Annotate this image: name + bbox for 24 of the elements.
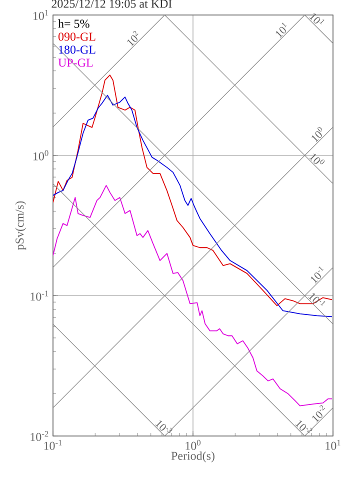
x-tick-label: 10$^{0}$ — [186, 440, 201, 450]
annotation: 10$^{1}$ — [309, 13, 324, 24]
annotation: 10$^{-3}$ — [155, 420, 172, 433]
y-tick-label: 10$^{-2}$ — [30, 430, 48, 442]
text: UP-GL — [58, 58, 93, 67]
text: 090-GL — [58, 32, 96, 41]
x-tick-label: 10$^{-1}$ — [44, 440, 62, 450]
annotation: 10$^{1}$ — [276, 22, 287, 38]
annotation: 10$^{-2}$ — [295, 420, 312, 434]
y-axis-title: pSv(cm/s) — [15, 201, 26, 250]
x-tick-label: 10$^{1}$ — [326, 440, 340, 450]
y-tick-label: 10$^{1}$ — [33, 10, 48, 20]
chart-title: 2025/12/12 19:05 at KDI — [52, 0, 172, 8]
annotation: 10$^{-2}$ — [312, 405, 326, 422]
y-tick-label: 10$^{0}$ — [33, 150, 48, 160]
annotation: h= 5% — [58, 19, 90, 28]
annotation: 10$^{0}$ — [309, 154, 325, 164]
y-tick-label: 10$^{-1}$ — [30, 290, 48, 301]
annotation: 10$^{-1}$ — [308, 293, 326, 306]
annotation: 10$^{2}$ — [127, 30, 138, 46]
text: 180-GL — [59, 46, 96, 54]
annotation: 10$^{0}$ — [312, 126, 322, 142]
x-axis-title: Period(s) — [171, 451, 214, 462]
annotation: 10$^{-1}$ — [310, 266, 324, 284]
